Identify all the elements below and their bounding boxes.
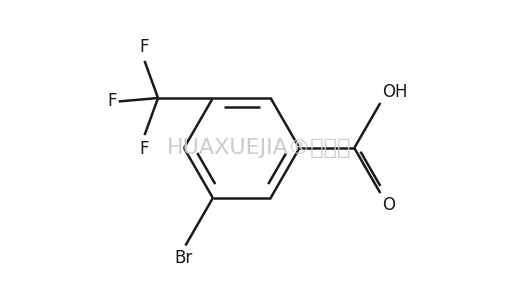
Text: Br: Br	[175, 249, 193, 267]
Text: O: O	[382, 196, 395, 214]
Text: F: F	[108, 92, 117, 110]
Text: HUAXUEJIA®化学加: HUAXUEJIA®化学加	[167, 138, 352, 158]
Text: OH: OH	[382, 83, 407, 101]
Text: F: F	[140, 38, 149, 57]
Text: F: F	[140, 139, 149, 157]
